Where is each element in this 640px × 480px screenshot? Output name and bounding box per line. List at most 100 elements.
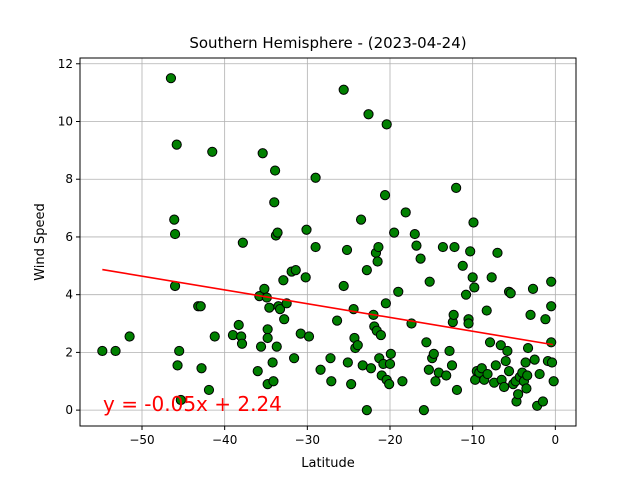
data-point — [325, 353, 336, 364]
data-point — [481, 305, 492, 316]
data-point — [423, 364, 434, 375]
data-point — [540, 314, 551, 325]
data-point — [415, 253, 426, 264]
data-point — [384, 379, 395, 390]
y-tick-label: 2 — [65, 345, 73, 359]
data-point — [513, 389, 524, 400]
data-point — [444, 345, 455, 357]
data-point — [379, 189, 391, 201]
data-point — [252, 366, 263, 377]
data-point — [110, 345, 121, 357]
data-point — [546, 357, 558, 368]
data-point — [467, 272, 478, 283]
y-tick-label: 12 — [58, 57, 73, 71]
data-point — [529, 354, 540, 365]
data-point — [446, 360, 458, 371]
data-point — [227, 329, 239, 341]
data-point — [437, 241, 449, 253]
data-point — [303, 331, 315, 342]
data-point — [165, 73, 177, 84]
y-tick-label: 8 — [65, 172, 73, 186]
data-point — [338, 84, 349, 95]
regression-line — [102, 268, 553, 346]
data-point — [338, 280, 349, 292]
data-point — [301, 224, 312, 235]
data-point — [451, 384, 463, 396]
data-point — [502, 345, 513, 357]
data-point — [375, 329, 387, 341]
x-tick-label: 0 — [552, 433, 560, 447]
y-tick-label: 4 — [65, 288, 73, 302]
data-point — [169, 228, 181, 240]
data-point — [428, 348, 439, 359]
data-point — [310, 172, 321, 183]
gridlines — [80, 58, 576, 426]
data-point — [448, 309, 459, 320]
data-point — [331, 315, 343, 326]
data-point — [525, 309, 536, 320]
data-point — [196, 363, 207, 374]
data-point — [381, 119, 392, 130]
data-point — [268, 376, 279, 387]
data-point — [521, 383, 532, 394]
regression-equation: y = -0.05x + 2.24 — [103, 392, 282, 416]
x-tick-label: −10 — [460, 433, 485, 447]
data-point — [389, 227, 400, 238]
data-point — [534, 368, 545, 380]
x-axis-label: Latitude — [301, 456, 355, 471]
data-point — [484, 337, 496, 348]
data-point — [498, 381, 510, 393]
data-point — [257, 148, 268, 159]
y-tick-label: 10 — [58, 114, 73, 128]
chart-title: Southern Hemisphere - (2023-04-24) — [189, 34, 466, 52]
data-point — [492, 247, 503, 258]
data-point — [397, 376, 408, 387]
data-point — [393, 286, 404, 297]
data-point — [500, 355, 511, 367]
data-point — [269, 165, 281, 176]
y-tick-label: 0 — [65, 403, 73, 417]
data-point — [361, 405, 372, 416]
data-point — [237, 237, 248, 248]
data-point — [457, 260, 468, 271]
data-point — [271, 341, 282, 352]
data-point — [315, 364, 326, 375]
data-point — [175, 394, 186, 406]
data-point — [97, 345, 108, 357]
data-point — [255, 341, 267, 352]
x-tick-label: −40 — [212, 433, 237, 447]
data-point — [262, 332, 273, 344]
data-point — [355, 214, 367, 225]
data-point — [520, 357, 531, 368]
data-point — [522, 370, 533, 381]
data-point — [342, 357, 353, 368]
data-point — [174, 345, 185, 357]
data-point — [346, 379, 357, 390]
data-point — [259, 283, 270, 295]
data-point — [269, 197, 280, 208]
data-point — [290, 265, 301, 276]
data-point — [548, 376, 559, 387]
data-point — [482, 368, 493, 380]
data-point — [171, 139, 182, 150]
data-point — [503, 366, 515, 377]
data-point — [195, 301, 206, 312]
data-point — [124, 331, 135, 342]
data-point — [460, 289, 472, 300]
data-point — [441, 370, 452, 381]
data-point — [267, 357, 278, 368]
y-axis-ticks: 0 2 4 6 8 10 12 — [58, 57, 80, 417]
data-point — [465, 246, 476, 257]
data-point — [418, 405, 429, 416]
data-point — [449, 241, 460, 253]
data-point — [233, 319, 244, 331]
data-point — [469, 282, 480, 293]
y-tick-label: 6 — [65, 230, 73, 244]
plot-frame — [79, 57, 577, 427]
data-point — [380, 298, 391, 309]
data-point — [274, 304, 286, 315]
data-point — [409, 228, 420, 240]
data-point — [310, 241, 321, 253]
data-point — [546, 301, 557, 312]
